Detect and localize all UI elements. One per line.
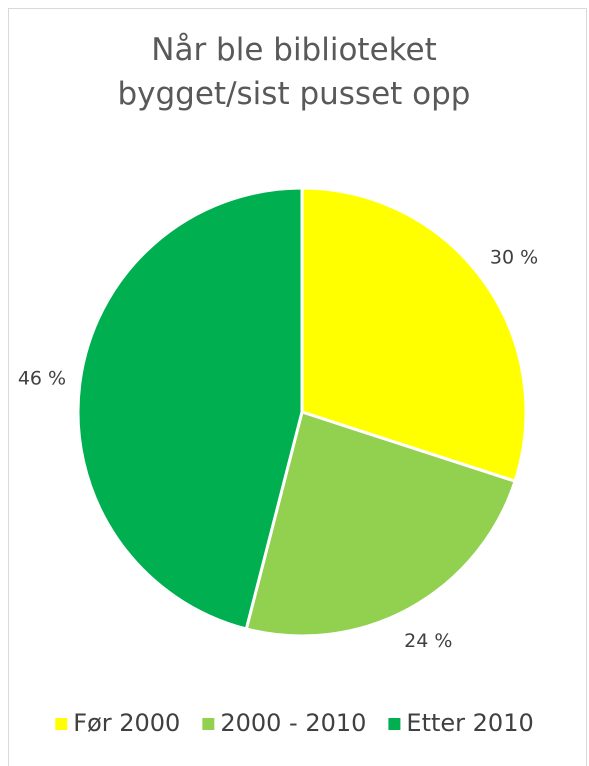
pie-slice <box>300 186 528 484</box>
legend-label: 2000 - 2010 <box>220 709 366 737</box>
chart-title: Når ble biblioteket bygget/sist pusset o… <box>117 32 471 112</box>
chart-border <box>8 8 587 766</box>
pie-slice <box>244 410 517 638</box>
data-label: 46 % <box>18 368 66 390</box>
legend-label: Etter 2010 <box>406 709 533 737</box>
legend-swatch <box>55 718 68 730</box>
legend-swatch <box>202 718 215 730</box>
legend-swatch <box>388 718 401 730</box>
legend-label: Før 2000 <box>73 709 180 737</box>
data-label: 30 % <box>490 246 538 268</box>
data-label: 24 % <box>404 630 452 652</box>
pie-slice <box>76 186 304 631</box>
